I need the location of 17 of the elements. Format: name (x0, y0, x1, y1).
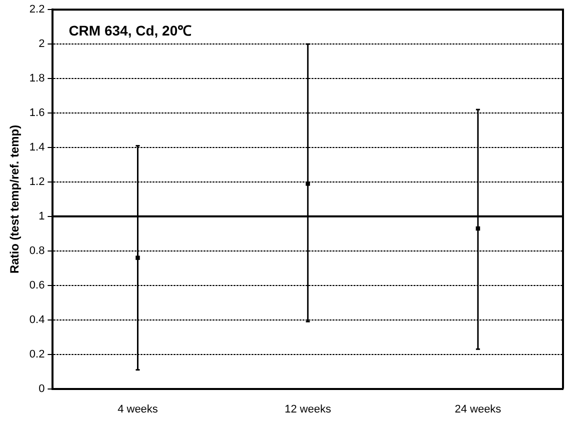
y-tick-label: 1.8 (29, 72, 45, 85)
y-tick-label: 0.4 (29, 314, 45, 326)
y-tick-label: 1.4 (29, 142, 45, 154)
y-tick-label: 2.2 (29, 4, 45, 16)
x-tick-label: 24 weeks (454, 403, 502, 416)
y-tick-label: 0.6 (29, 279, 45, 292)
y-tick-label: 0 (38, 382, 45, 395)
x-tick-label: 12 weeks (284, 403, 332, 416)
y-tick-label: 1.2 (29, 176, 45, 188)
y-tick-label: 1 (38, 210, 45, 222)
y-tick-label: 1.6 (29, 107, 45, 120)
text: CRM 634, Cd, 20℃ (68, 22, 192, 38)
y-tick-label: 2 (38, 38, 45, 50)
x-tick-label: 4 weeks (118, 403, 158, 416)
y-axis-title: Ratio (test temp/ref. temp) (8, 124, 22, 274)
y-tick-label: 0.8 (29, 244, 45, 257)
y-tick-label: 0.2 (29, 348, 45, 360)
